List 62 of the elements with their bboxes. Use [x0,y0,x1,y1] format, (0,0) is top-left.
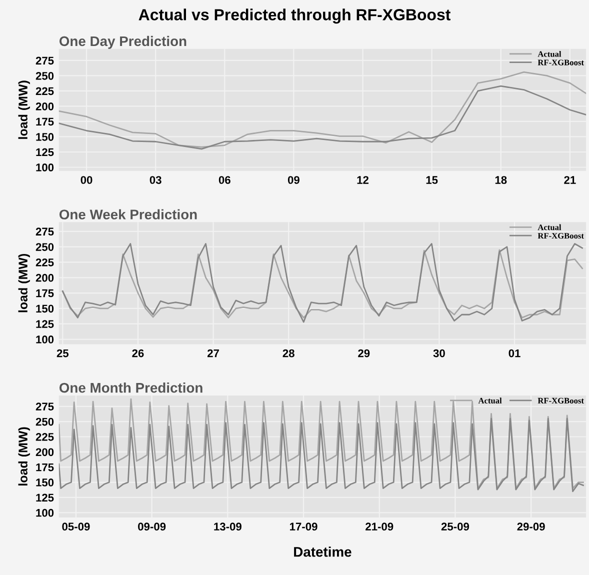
y-tick-label: 175 [36,463,54,472]
x-tick-label: 29-09 [517,522,545,531]
y-tick-label: 150 [36,478,54,486]
x-axis-title: Datetime [294,546,352,557]
y-tick-label: 275 [36,56,54,65]
legend-label: Actual [538,224,562,230]
y-tick-label: 100 [36,164,54,172]
x-tick-label: 00 [80,176,92,184]
line-series [58,85,586,150]
legend-label: RF-XGBoost [538,398,584,404]
y-tick-label: 275 [36,402,54,411]
y-tick-label: 250 [36,72,54,80]
legend-label: RF-XGBoost [538,233,584,239]
x-tick-label: 15 [426,176,438,184]
x-tick-label: 25 [56,349,69,358]
x-tick-label: 25-09 [441,522,470,531]
x-tick-label: 28 [282,349,294,358]
x-tick-label: 21-09 [366,522,394,531]
x-tick-label: 13-09 [214,522,242,531]
legend-label: Actual [538,51,562,57]
y-tick-label: 250 [36,418,54,426]
chart-title: Actual vs Predicted through RF-XGBoost [138,8,450,24]
y-tick-label: 125 [36,494,54,502]
y-tick-label: 175 [36,118,54,126]
x-tick-label: 30 [433,349,445,358]
x-tick-label: 27 [207,349,219,358]
x-tick-label: 21 [564,176,576,184]
y-tick-label: 125 [36,148,54,156]
x-tick-label: 03 [150,176,162,184]
chart-subtitle: One Week Prediction [59,209,197,220]
y-axis-title: load (MW) [18,254,30,312]
x-tick-label: 05-09 [62,522,90,531]
x-tick-label: 06 [218,176,230,184]
x-tick-label: 29 [358,349,370,358]
y-tick-label: 100 [36,508,54,517]
y-tick-label: 150 [36,133,54,141]
x-tick-label: 01 [508,349,520,358]
y-tick-label: 225 [36,87,54,96]
y-axis-title: load (MW) [18,80,30,139]
x-tick-label: 18 [495,176,507,184]
y-axis-title: load (MW) [18,427,30,486]
legend-label: Actual [478,398,502,404]
y-tick-label: 225 [36,258,54,266]
x-tick-label: 26 [132,349,144,358]
x-tick-label: 09-09 [138,522,166,531]
x-tick-label: 17-09 [290,522,318,531]
y-tick-label: 250 [36,243,54,251]
legend-label: RF-XGBoost [538,60,584,66]
chart-subtitle: One Day Prediction [59,36,186,49]
y-tick-label: 225 [36,433,54,441]
y-tick-label: 200 [36,274,54,282]
x-tick-label: 09 [288,176,300,184]
x-tick-label: 12 [357,176,368,184]
chart-subtitle: One Month Prediction [59,382,202,393]
line-series [58,71,586,148]
y-tick-label: 125 [36,320,54,328]
y-tick-label: 275 [36,228,54,236]
y-tick-label: 200 [36,448,54,456]
y-tick-label: 175 [36,289,54,298]
y-tick-label: 150 [36,304,54,313]
y-tick-label: 100 [36,336,54,344]
y-tick-label: 200 [36,102,54,110]
